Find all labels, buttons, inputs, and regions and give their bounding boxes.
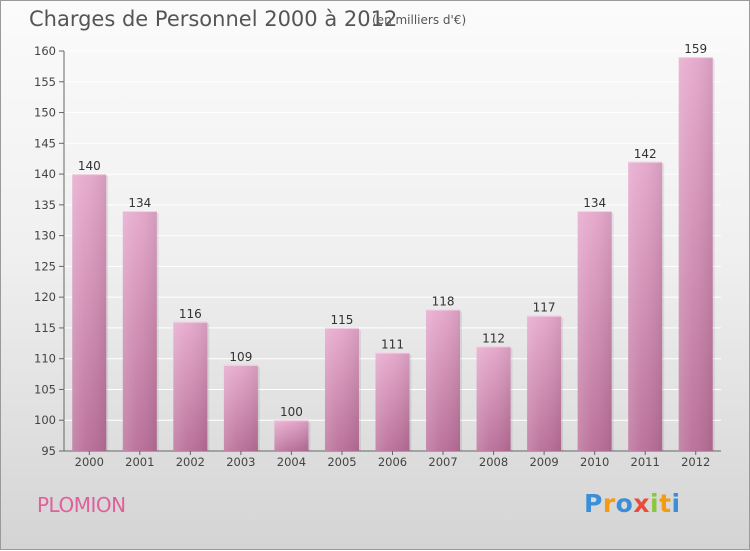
x-tick-label: 2012 bbox=[681, 455, 710, 469]
chart-subtitle: (en milliers d'€) bbox=[372, 13, 467, 27]
x-tick-label: 2010 bbox=[580, 455, 609, 469]
logo-letter: x bbox=[633, 489, 650, 518]
y-tick-label: 100 bbox=[34, 413, 56, 427]
bar-highlight bbox=[122, 211, 157, 451]
y-tick-label: 95 bbox=[41, 444, 56, 458]
y-tick-label: 160 bbox=[34, 44, 56, 58]
data-label: 111 bbox=[381, 338, 404, 352]
data-label: 118 bbox=[432, 294, 455, 308]
x-tick-label: 2009 bbox=[529, 455, 558, 469]
bar-highlight bbox=[678, 57, 713, 452]
data-label: 116 bbox=[179, 307, 202, 321]
x-tick-label: 2004 bbox=[277, 455, 306, 469]
bar-highlight bbox=[72, 174, 107, 452]
bar-highlight bbox=[324, 327, 359, 451]
bar-highlight bbox=[426, 309, 461, 451]
y-tick-label: 115 bbox=[34, 321, 56, 335]
y-tick-label: 110 bbox=[34, 352, 56, 366]
logo-letter: i bbox=[650, 489, 660, 518]
data-label: 134 bbox=[128, 196, 151, 210]
x-tick-label: 2007 bbox=[428, 455, 457, 469]
y-tick-label: 120 bbox=[34, 290, 56, 304]
y-tick-label: 125 bbox=[34, 259, 56, 273]
bar-highlight bbox=[274, 420, 309, 451]
bar-highlight bbox=[476, 346, 511, 451]
y-tick-label: 135 bbox=[34, 198, 56, 212]
data-label: 100 bbox=[280, 405, 303, 419]
data-label: 117 bbox=[533, 301, 556, 315]
data-label: 112 bbox=[482, 331, 505, 345]
x-tick-label: 2011 bbox=[631, 455, 660, 469]
y-tick-label: 150 bbox=[34, 106, 56, 120]
place-name: PLOMION bbox=[37, 493, 126, 517]
data-label: 134 bbox=[583, 196, 606, 210]
logo-letter: o bbox=[615, 489, 634, 518]
bar-highlight bbox=[577, 211, 612, 451]
bar-highlight bbox=[527, 315, 562, 451]
logo-letter: P bbox=[584, 489, 603, 518]
x-tick-label: 2006 bbox=[378, 455, 407, 469]
data-label: 159 bbox=[684, 42, 707, 56]
x-tick-label: 2005 bbox=[327, 455, 356, 469]
x-tick-label: 2001 bbox=[125, 455, 154, 469]
data-label: 115 bbox=[331, 313, 354, 327]
logo-letter: t bbox=[659, 489, 672, 518]
bar-highlight bbox=[223, 364, 258, 451]
data-label: 142 bbox=[634, 147, 657, 161]
logo-letter: i bbox=[671, 489, 681, 518]
y-tick-label: 140 bbox=[34, 167, 56, 181]
logo-letter: r bbox=[602, 489, 616, 518]
y-tick-label: 105 bbox=[34, 382, 56, 396]
x-tick-label: 2002 bbox=[176, 455, 205, 469]
y-tick-label: 145 bbox=[34, 136, 56, 150]
x-tick-label: 2003 bbox=[226, 455, 255, 469]
data-label: 109 bbox=[229, 350, 252, 364]
proxiti-logo[interactable]: Proxiti bbox=[584, 489, 681, 518]
bar-highlight bbox=[173, 321, 208, 451]
x-tick-label: 2008 bbox=[479, 455, 508, 469]
bar-highlight bbox=[375, 352, 410, 451]
y-tick-label: 130 bbox=[34, 229, 56, 243]
data-label: 140 bbox=[78, 159, 101, 173]
bar-highlight bbox=[628, 161, 663, 451]
x-tick-label: 2000 bbox=[75, 455, 104, 469]
y-tick-label: 155 bbox=[34, 75, 56, 89]
chart-title: Charges de Personnel 2000 à 2012 bbox=[29, 7, 398, 31]
